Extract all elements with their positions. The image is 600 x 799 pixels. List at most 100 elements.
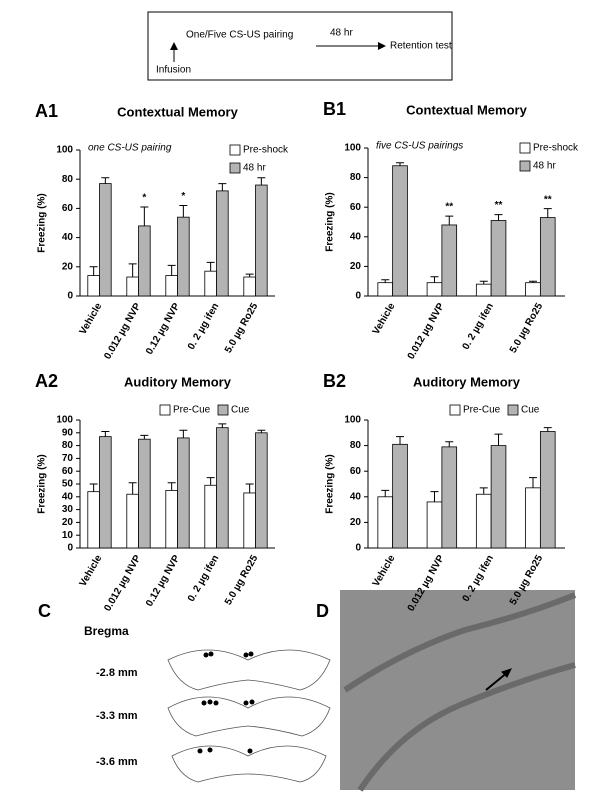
level: -2.8 mm <box>96 667 138 679</box>
legend-swatch <box>519 160 531 172</box>
legend-label: Pre-Cue <box>173 405 211 416</box>
bar <box>377 282 394 297</box>
y-axis-label: Freezing (%) <box>37 454 48 513</box>
y-tick-label: 100 <box>56 145 73 156</box>
bar <box>165 489 178 549</box>
bar <box>243 276 256 297</box>
error-bar <box>381 279 390 283</box>
y-tick-label: 80 <box>62 174 74 185</box>
y-tick-label: 40 <box>350 491 362 502</box>
y-tick-label: 20 <box>62 517 74 528</box>
error-bar <box>257 429 266 433</box>
diagram-step: One/Five CS-US pairing <box>186 30 293 41</box>
y-tick-label: 80 <box>62 440 74 451</box>
x-tick-label: Vehicle <box>371 301 398 337</box>
annotation: one CS-US pairing <box>88 143 172 154</box>
bar <box>204 270 217 297</box>
y-tick-label: 40 <box>62 232 74 243</box>
diagram-label: Infusion <box>156 65 191 76</box>
y-tick-label: 10 <box>62 530 74 541</box>
bar <box>441 224 458 297</box>
error-bar <box>430 276 439 283</box>
bar <box>87 491 100 549</box>
y-axis-label: Freezing (%) <box>325 192 336 251</box>
bar <box>138 225 151 297</box>
bar <box>475 493 492 549</box>
error-bar <box>218 423 227 428</box>
error-bar <box>128 482 137 495</box>
error-bar <box>430 491 439 502</box>
bar <box>216 190 229 297</box>
error-bar <box>167 482 176 491</box>
legend-swatch <box>217 404 229 416</box>
error-bar <box>245 483 254 493</box>
error-bar <box>140 206 149 226</box>
bar <box>126 493 139 549</box>
y-tick-label: 60 <box>350 466 362 477</box>
x-tick-label: 5.0 µg Ro25 <box>223 553 261 607</box>
legend-swatch <box>519 142 531 154</box>
y-tick-label: 30 <box>62 504 74 515</box>
infusion-sites <box>197 651 255 754</box>
legend-swatch <box>159 404 171 416</box>
y-axis-label: Freezing (%) <box>325 454 336 513</box>
legend-swatch <box>507 404 519 416</box>
x-tick-label: 0. 2 µg ifen <box>461 301 496 351</box>
y-tick-label: 60 <box>62 466 74 477</box>
brain-sections <box>167 649 331 783</box>
error-bar <box>167 264 176 276</box>
error-bar <box>89 483 98 492</box>
error-bar <box>445 215 454 225</box>
y-tick-label: 100 <box>56 415 73 426</box>
bar <box>490 220 507 297</box>
error-bar <box>479 487 488 495</box>
y-tick-label: 60 <box>62 203 74 214</box>
error-bar <box>179 429 188 438</box>
y-axis-label: Freezing (%) <box>37 193 48 252</box>
x-tick-label: 0.012 µg NVP <box>102 301 143 361</box>
legend-label: Pre-shock <box>243 145 289 156</box>
bar <box>99 183 112 297</box>
panel-label: C <box>38 601 51 621</box>
micrograph-structure <box>343 592 577 792</box>
error-bar <box>528 477 537 488</box>
error-bar <box>101 177 110 184</box>
bar <box>126 276 139 297</box>
error-bar <box>245 273 254 278</box>
significance: * <box>181 191 185 202</box>
micrograph <box>340 590 575 790</box>
y-tick-label: 90 <box>62 427 74 438</box>
bar <box>426 282 443 297</box>
bar <box>475 283 492 297</box>
y-tick-label: 80 <box>350 172 362 183</box>
y-tick-label: 0 <box>355 543 361 554</box>
x-tick-label: Vehicle <box>78 553 105 589</box>
x-tick-label: Vehicle <box>78 301 105 337</box>
y-tick-label: 100 <box>344 415 361 426</box>
error-bar <box>479 280 488 285</box>
bar <box>377 496 394 549</box>
chart-title: Auditory Memory <box>413 374 521 389</box>
x-tick-label: 0.012 µg NVP <box>102 553 143 613</box>
panel-label: B1 <box>323 99 346 119</box>
bar <box>539 431 556 549</box>
error-bar <box>381 489 390 497</box>
error-bar <box>396 436 405 445</box>
bar <box>525 282 541 297</box>
legend-label: 48 hr <box>243 163 266 174</box>
significance: ** <box>544 194 552 205</box>
error-bar <box>543 427 552 432</box>
error-bar <box>206 261 215 272</box>
y-tick-label: 40 <box>350 231 362 242</box>
arrow-head <box>170 42 178 50</box>
panel-label: A1 <box>35 101 58 121</box>
x-tick-label: 0.012 µg NVP <box>406 301 447 361</box>
legend-label: Pre-shock <box>533 143 579 154</box>
chart-title: Contextual Memory <box>406 102 527 117</box>
diagram-interval: 48 hr <box>330 28 353 39</box>
error-bar <box>140 434 149 440</box>
error-bar <box>494 214 503 221</box>
y-tick-label: 50 <box>62 479 74 490</box>
bar <box>255 184 268 297</box>
